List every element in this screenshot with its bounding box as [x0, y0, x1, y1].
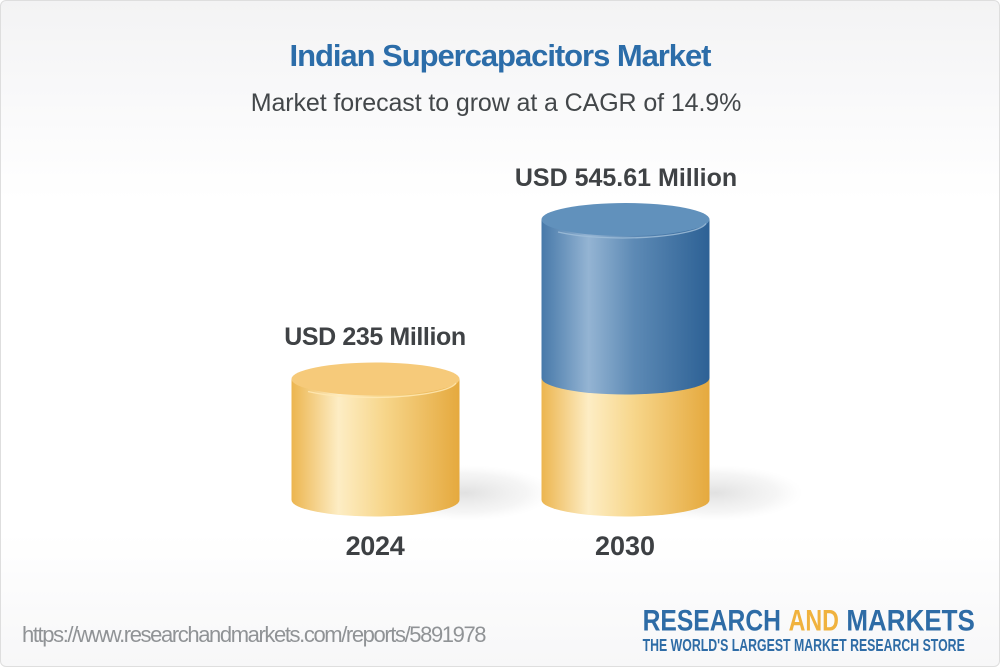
svg-text:RESEARCH: RESEARCH — [643, 605, 781, 638]
svg-text:THE WORLD'S LARGEST MARKET RES: THE WORLD'S LARGEST MARKET RESEARCH STOR… — [643, 635, 965, 654]
svg-text:AND: AND — [789, 605, 839, 638]
svg-text:MARKETS: MARKETS — [846, 605, 975, 638]
